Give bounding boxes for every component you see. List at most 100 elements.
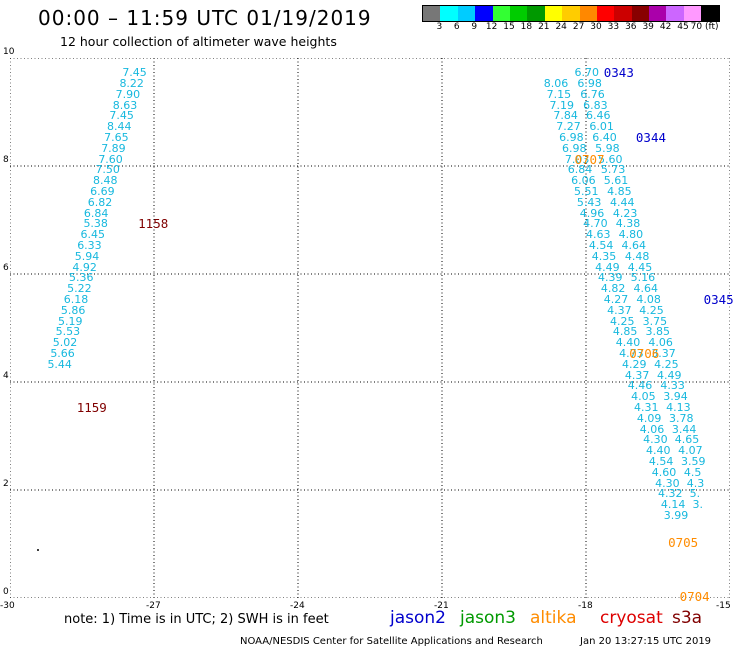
wave-height-value: 5.36	[69, 271, 94, 285]
generated-timestamp: Jan 20 13:27:15 UTC 2019	[580, 636, 712, 647]
pass-time-label: 0343	[603, 65, 634, 81]
pass-time-label: 1159	[76, 399, 107, 415]
colorbar-label: 42	[659, 22, 672, 32]
pass-time-label: 1158	[138, 216, 169, 232]
wave-height-value: 4.13	[666, 400, 691, 414]
wave-height-value: 6.98	[562, 141, 587, 155]
page-subtitle: 12 hour collection of altimeter wave hei…	[60, 34, 337, 49]
wave-height-value: 4.25	[654, 357, 679, 371]
wave-height-value: 5.43	[576, 195, 602, 209]
colorbar-swatch	[509, 6, 528, 21]
wave-height-value: 7.90	[115, 87, 141, 101]
wave-height-value: 4.60	[651, 465, 677, 479]
colorbar-legend	[422, 5, 720, 22]
wave-height-value: 4.39	[598, 271, 623, 285]
colorbar-swatch	[423, 6, 441, 21]
colorbar-label: 15	[503, 22, 515, 32]
wave-height-value: 6.76	[580, 87, 605, 101]
wave-height-value: 4.07	[678, 444, 703, 458]
y-tick-label: 6	[3, 263, 9, 273]
wave-height-value: 4.31	[634, 400, 659, 414]
wave-height-value: 5.38	[83, 217, 108, 231]
wave-height-value: 4.25	[639, 303, 664, 317]
wave-height-value: 4.14	[660, 498, 686, 512]
wave-height-value: 4.37	[607, 303, 632, 317]
wave-height-value: 7.19	[549, 98, 575, 112]
wave-height-value: 6.70	[574, 66, 599, 80]
wave-height-value: 4.64	[633, 282, 659, 296]
wave-height-value: 6.40	[592, 130, 617, 144]
colorbar-label: 3	[436, 22, 443, 32]
wave-height-value: 6.82	[87, 195, 113, 209]
wave-height-value: 5.22	[67, 282, 92, 296]
colorbar-swatch	[527, 6, 545, 21]
colorbar-label: 39	[642, 22, 654, 32]
colorbar-swatch	[492, 6, 510, 21]
wave-height-value: 7.84	[553, 109, 578, 123]
wave-height-value: 4.06	[648, 336, 673, 350]
wave-height-value: 4.44	[610, 195, 635, 209]
y-tick-label: 2	[3, 479, 9, 489]
wave-height-value: 4.06	[639, 422, 665, 436]
satellite-legend-jason3: jason3	[460, 608, 516, 628]
wave-height-value: 6.69	[90, 184, 115, 198]
wave-height-value: 6.45	[80, 228, 106, 242]
wave-height-value: 6.33	[77, 238, 102, 252]
colorbar-label: 9	[471, 22, 478, 32]
wave-height-value: 7.45	[109, 109, 134, 123]
wave-height-value: 5.94	[74, 249, 100, 263]
wave-height-value: 4.08	[636, 292, 661, 306]
wave-height-value: 4.05	[631, 390, 656, 404]
pass-time-label: 0344	[635, 129, 667, 145]
wave-height-value: 5.	[689, 487, 701, 501]
satellite-legend-jason2: jason2	[390, 608, 446, 628]
x-tick-label: -18	[578, 601, 593, 611]
wave-height-value: 4.54	[588, 238, 614, 252]
colorbar-label: 45	[677, 22, 689, 32]
colorbar-label: 21	[538, 22, 550, 32]
wave-height-value: 6.18	[63, 292, 89, 306]
plot-area	[10, 58, 730, 598]
x-tick-label: -15	[716, 601, 731, 611]
wave-height-value: 4.27	[603, 292, 629, 306]
wave-height-value: 4.73	[619, 346, 644, 360]
wave-height-value: 5.98	[595, 141, 620, 155]
colorbar-labels: 3 6 9 12 15 18 21 24 27 30 33 36 39 42 45 70 (ft)	[422, 22, 740, 34]
wave-height-value: 5.73	[600, 163, 626, 177]
wave-height-value: 6.98	[559, 130, 584, 144]
wave-height-value: 4.64	[621, 238, 647, 252]
x-tick-label: -24	[290, 601, 305, 611]
wave-height-value: 7.15	[546, 87, 572, 101]
wave-height-value: 4.80	[618, 228, 644, 242]
wave-height-value: 8.44	[106, 120, 132, 134]
wave-height-value: 6.46	[586, 109, 611, 123]
wave-height-value: 5.44	[47, 357, 72, 371]
colorbar-swatch	[683, 6, 702, 21]
colorbar-label: 70 (ft)	[690, 22, 719, 32]
wave-height-value: 8.48	[93, 174, 118, 188]
colorbar-label: 33	[607, 22, 620, 32]
colorbar-swatch	[562, 6, 580, 21]
wave-height-value: 5.51	[574, 184, 599, 198]
wave-height-value: 4.29	[622, 357, 647, 371]
pass-time-label: 0706	[629, 345, 660, 361]
wave-height-value: 3.	[692, 498, 704, 512]
wave-height-value: 7.89	[101, 141, 126, 155]
wave-height-value: 3.44	[671, 422, 697, 436]
wave-height-value: 5.19	[58, 314, 83, 328]
wave-height-value: 5.60	[598, 152, 623, 166]
wave-height-value: 7.27	[556, 120, 581, 134]
wave-height-value: 3.99	[663, 508, 689, 522]
wave-height-value: 4.30	[643, 433, 668, 447]
wave-height-value: 4.35	[591, 249, 617, 263]
wave-height-value: 4.33	[660, 379, 685, 393]
colorbar-swatch	[475, 6, 493, 21]
wave-height-value: 8.63	[112, 98, 138, 112]
y-tick-label: 0	[3, 587, 9, 597]
wave-height-value: 4.45	[627, 260, 653, 274]
x-tick-label: -21	[434, 601, 449, 611]
wave-height-value: 4.82	[600, 282, 626, 296]
wave-height-value: 4.85	[612, 325, 638, 339]
wave-height-value: 4.40	[646, 444, 671, 458]
wave-height-value: 4.5	[683, 465, 702, 479]
